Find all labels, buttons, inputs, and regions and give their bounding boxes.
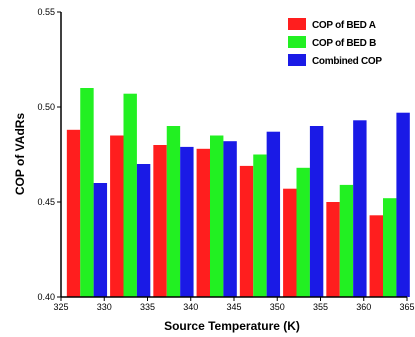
bar-combined-cop-358 — [353, 120, 367, 297]
bar-cop-of-bed-b-353 — [296, 167, 310, 297]
bar-cop-of-bed-b-333 — [123, 93, 137, 297]
bar-cop-of-bed-a-328 — [66, 129, 81, 297]
bar-cop-of-bed-a-348 — [239, 165, 254, 297]
legend-label: Combined COP — [312, 56, 382, 67]
x-tick-label: 345 — [226, 302, 241, 312]
bar-cop-of-bed-a-363 — [369, 215, 383, 297]
legend-label: COP of BED A — [312, 20, 376, 31]
x-tick-label: 350 — [270, 302, 285, 312]
bar-cop-of-bed-a-353 — [283, 188, 297, 297]
x-tick-label: 355 — [313, 302, 328, 312]
legend-swatch — [288, 18, 306, 30]
bar-cop-of-bed-a-358 — [326, 202, 340, 297]
bar-combined-cop-343 — [223, 141, 237, 297]
bars-group — [66, 88, 410, 297]
bar-cop-of-bed-b-348 — [253, 154, 267, 297]
y-axis-label: COP of VAdRs — [13, 113, 27, 196]
x-tick-label: 360 — [356, 302, 371, 312]
x-tick-label: 335 — [140, 302, 155, 312]
bar-cop-of-bed-b-358 — [339, 184, 354, 297]
x-tick-label: 340 — [183, 302, 198, 312]
x-tick-label: 330 — [97, 302, 112, 312]
bar-cop-of-bed-a-343 — [196, 148, 210, 297]
bar-combined-cop-348 — [266, 131, 281, 297]
bar-cop-of-bed-b-363 — [383, 198, 397, 297]
x-tick-label: 365 — [399, 302, 414, 312]
bar-cop-of-bed-b-338 — [166, 126, 181, 297]
legend-swatch — [288, 36, 306, 48]
legend-label: COP of BED B — [312, 38, 376, 49]
x-axis-label: Source Temperature (K) — [164, 319, 300, 333]
bar-cop-of-bed-a-333 — [110, 135, 124, 297]
legend: COP of BED A COP of BED B Combined COP — [288, 18, 383, 67]
bar-combined-cop-338 — [180, 146, 194, 297]
bar-cop-of-bed-b-343 — [210, 135, 224, 297]
legend-swatch — [288, 54, 306, 66]
y-tick-label: 0.45 — [37, 197, 55, 207]
x-tick-label: 325 — [53, 302, 68, 312]
bar-combined-cop-328 — [93, 183, 108, 297]
bar-combined-cop-353 — [309, 126, 324, 297]
bar-combined-cop-333 — [136, 164, 151, 297]
y-tick-label: 0.50 — [37, 102, 55, 112]
bar-cop-of-bed-b-328 — [80, 88, 94, 297]
bar-combined-cop-363 — [396, 112, 410, 297]
y-tick-label: 0.40 — [37, 292, 55, 302]
y-tick-label: 0.55 — [37, 7, 55, 17]
axes-group: 0.40 0.45 0.50 0.55 325 330 335 340 345 350 355 360… — [37, 7, 414, 312]
bar-cop-of-bed-a-338 — [153, 145, 167, 297]
